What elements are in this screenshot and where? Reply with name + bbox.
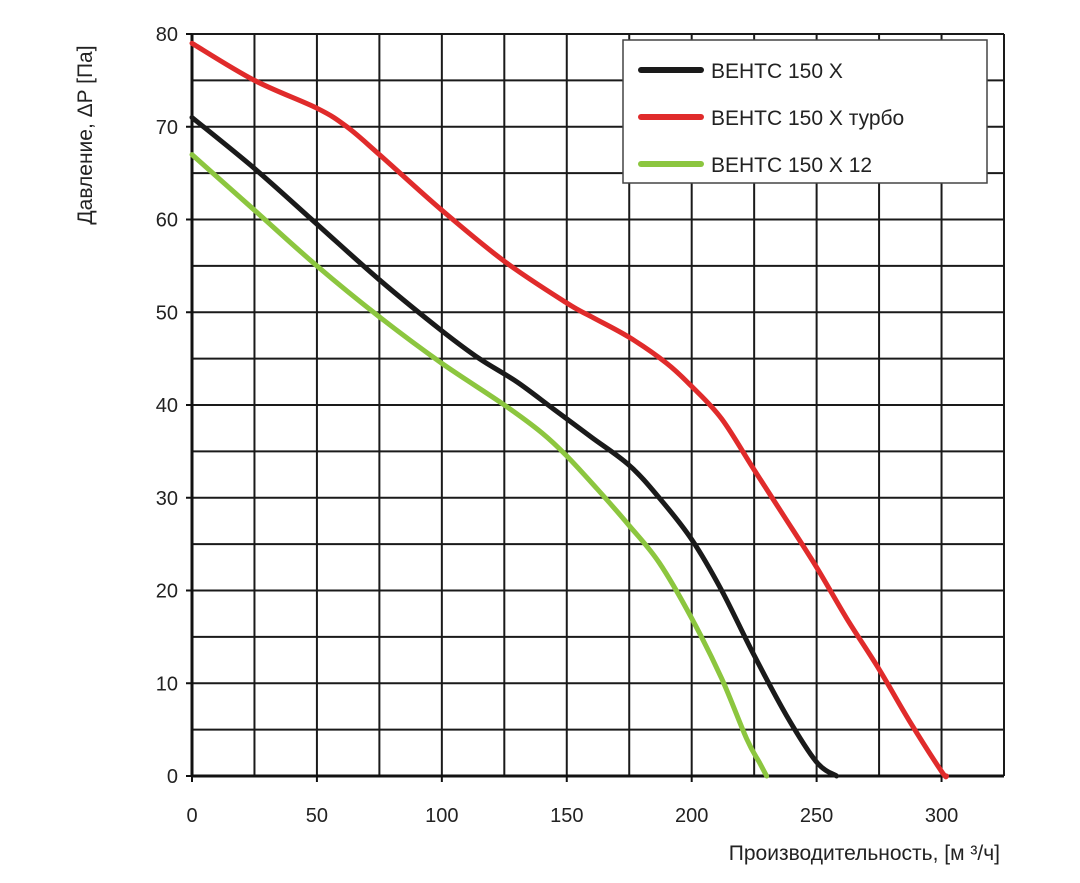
x-tick-label: 250: [800, 805, 833, 827]
y-axis-title: Давление, ΔP [Па]: [74, 45, 97, 224]
legend-label: ВЕНТС 150 Х турбо: [711, 107, 904, 130]
x-tick-label: 50: [306, 805, 328, 827]
legend: ВЕНТС 150 Х ВЕНТС 150 Х турбо ВЕНТС 150 Х …: [622, 39, 988, 184]
series-line-vents-150-x-12: [189, 152, 770, 779]
y-tick-label: 50: [156, 302, 178, 324]
legend-label: ВЕНТС 150 Х: [711, 60, 843, 83]
x-tick-label: 100: [425, 805, 458, 827]
x-tick-label: 300: [925, 805, 958, 827]
x-axis-title: Производительность, [м ³/ч]: [729, 842, 1000, 865]
x-tick-label: 200: [675, 805, 708, 827]
legend-box: [622, 39, 988, 184]
tick-labels: 0 50 100 150 200 250 300 0 10 20 30 40 50 60 70 80: [156, 24, 958, 827]
series-line-vents-150-x-turbo: [189, 40, 949, 780]
series-line-vents-150-x: [189, 115, 840, 779]
y-tick-label: 20: [156, 581, 178, 603]
legend-label: ВЕНТС 150 Х 12: [711, 154, 872, 177]
y-tick-label: 0: [167, 766, 178, 788]
x-tick-label: 150: [550, 805, 583, 827]
x-tick-label: 0: [186, 805, 197, 827]
y-tick-label: 70: [156, 117, 178, 139]
y-tick-label: 30: [156, 488, 178, 510]
y-tick-label: 60: [156, 210, 178, 232]
y-tick-label: 10: [156, 673, 178, 695]
y-tick-label: 40: [156, 395, 178, 417]
series-lines: [189, 40, 949, 780]
y-tick-label: 80: [156, 24, 178, 46]
